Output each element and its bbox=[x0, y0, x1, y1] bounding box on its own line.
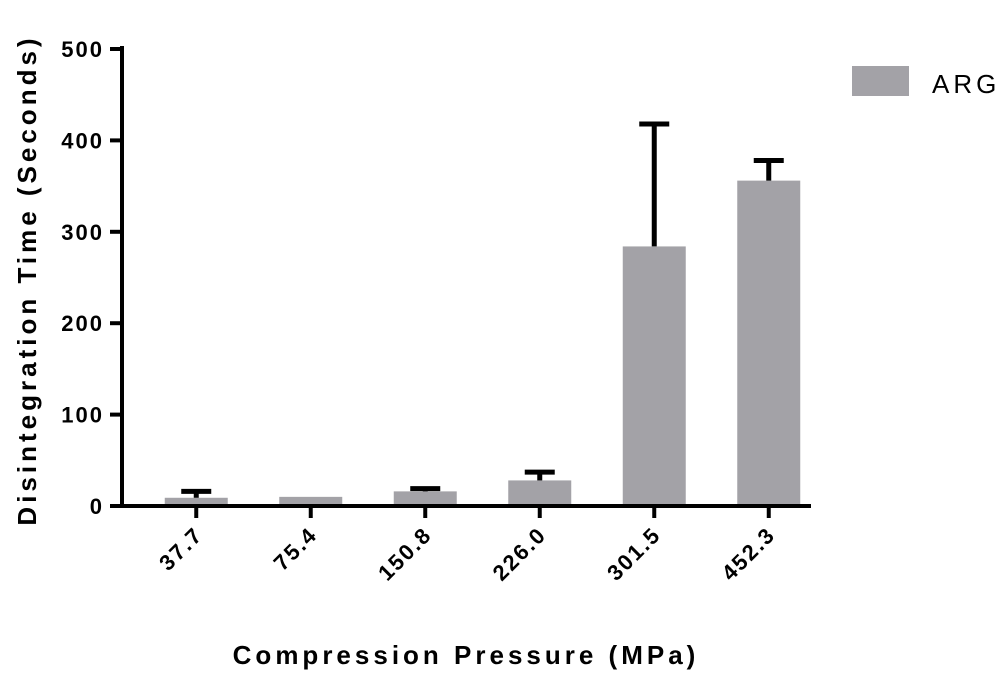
x-tick-label-75.4: 75.4 bbox=[269, 522, 323, 576]
legend-label: ARG bbox=[932, 69, 1000, 99]
error-bar-452.3 bbox=[753, 158, 784, 181]
y-tick-label-200: 200 bbox=[61, 311, 104, 336]
error-bar-150.8 bbox=[410, 486, 441, 492]
x-axis-title: Compression Pressure (MPa) bbox=[233, 640, 700, 670]
error-bar-226.0 bbox=[524, 469, 555, 481]
bar-150.8 bbox=[393, 491, 457, 506]
error-bar-37.7 bbox=[181, 488, 212, 498]
x-ticks-group: 37.7 75.4 150.8 226.0 301.5 452.3 bbox=[154, 506, 780, 586]
bar-37.7 bbox=[164, 497, 228, 506]
legend: ARG bbox=[852, 66, 1000, 99]
error-bars-group bbox=[181, 121, 784, 498]
x-tick-label-37.7: 37.7 bbox=[154, 522, 208, 576]
bar-452.3 bbox=[737, 180, 801, 506]
legend-swatch bbox=[852, 66, 909, 96]
x-tick-label-226.0: 226.0 bbox=[488, 522, 552, 586]
x-tick-label-452.3: 452.3 bbox=[717, 522, 781, 586]
y-ticks-group: 0 100 200 300 400 500 bbox=[61, 37, 122, 519]
axes-group bbox=[120, 46, 811, 508]
y-tick-label-300: 300 bbox=[61, 220, 104, 245]
y-tick-label-500: 500 bbox=[61, 37, 104, 62]
bar-226.0 bbox=[508, 480, 572, 506]
bar-75.4 bbox=[279, 496, 343, 506]
x-tick-label-150.8: 150.8 bbox=[373, 522, 437, 586]
y-tick-label-100: 100 bbox=[61, 403, 104, 428]
y-tick-label-400: 400 bbox=[61, 128, 104, 153]
bar-301.5 bbox=[622, 246, 686, 506]
x-tick-label-301.5: 301.5 bbox=[602, 522, 666, 586]
y-axis-title: Disintegration Time (Seconds) bbox=[12, 34, 42, 525]
bars-group bbox=[164, 180, 801, 506]
y-tick-label-0: 0 bbox=[90, 494, 104, 519]
error-bar-301.5 bbox=[639, 121, 670, 247]
